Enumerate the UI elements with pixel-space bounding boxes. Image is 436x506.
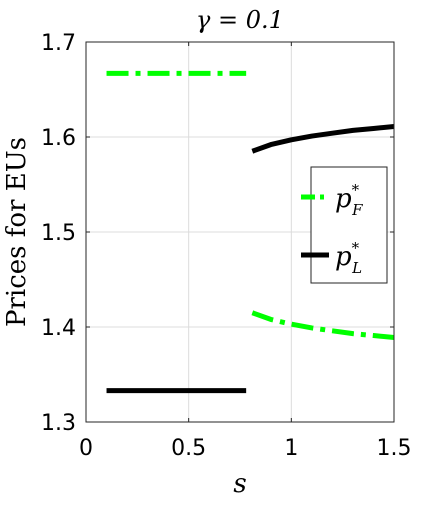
- x-axis-title: s: [233, 469, 246, 499]
- legend-box: [310, 166, 388, 284]
- y-tick-label: 1.4: [41, 316, 76, 341]
- chart-title: γ = 0.1: [196, 6, 284, 34]
- series-layer: [106, 70, 395, 394]
- y-tick-label: 1.5: [41, 221, 76, 246]
- legend-items: p* F p* L: [301, 181, 363, 277]
- legend-label: p* F: [335, 181, 363, 219]
- y-tick-label: 1.3: [41, 411, 76, 436]
- tick-layer: 0 0.5 1 1.5 1.3 1.4 1.5 1.6 1.7: [41, 31, 412, 461]
- y-tick-label: 1.7: [41, 31, 76, 56]
- y-tick-label: 1.6: [41, 126, 76, 151]
- legend-label: p* L: [335, 239, 362, 277]
- series-line-l: [251, 124, 395, 154]
- x-tick-label: 0: [79, 436, 93, 461]
- y-axis-title: Prices for EUs: [2, 137, 32, 327]
- series-line-f: [251, 310, 395, 340]
- x-tick-label: 1.5: [377, 436, 412, 461]
- legend: p* F p* L: [301, 166, 388, 284]
- x-tick-label: 0.5: [171, 436, 206, 461]
- x-tick-label: 1: [284, 436, 298, 461]
- grid-layer: [86, 42, 394, 422]
